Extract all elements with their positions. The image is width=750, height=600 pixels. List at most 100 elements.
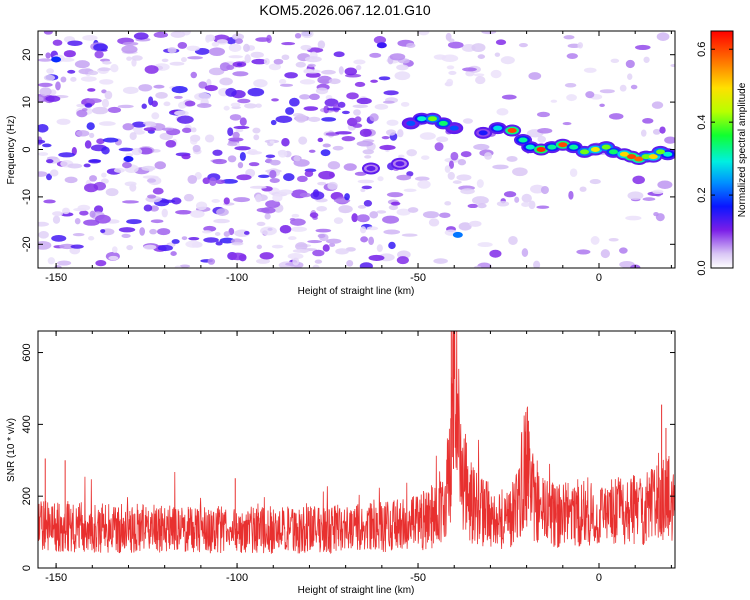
spectrogram-noise-cell	[308, 116, 321, 122]
spectrogram-noise-cell	[627, 73, 633, 81]
spectrogram-noise-cell	[154, 161, 166, 170]
spectrogram-noise-cell	[131, 148, 143, 156]
signal-track-point	[590, 147, 600, 152]
spectrogram-noise-cell	[363, 200, 373, 207]
spectrogram-noise-cell	[652, 128, 661, 135]
spectrogram-noise-cell	[57, 260, 72, 266]
spectrogram-noise-cell	[327, 181, 338, 190]
spectrogram-noise-cell	[122, 123, 134, 131]
spectrogram-noise-cell	[506, 155, 518, 162]
spectrogram-noise-cell	[211, 199, 221, 204]
spectrogram-noise-cell	[456, 174, 472, 181]
spectrogram-noise-cell	[223, 105, 230, 111]
spectrogram-noise-cell	[369, 52, 382, 58]
spectrogram-noise-cell	[346, 92, 359, 100]
spectrogram-noise-cell	[107, 106, 122, 114]
spectrogram-noise-cell	[101, 146, 110, 155]
spectrogram-noise-cell	[563, 35, 575, 40]
spectrogram-noise-cell	[354, 81, 366, 87]
spectrogram-noise-cell	[537, 135, 547, 143]
spectrogram-noise-cell	[436, 136, 449, 143]
spectrogram-noise-cell	[121, 233, 131, 239]
spectrogram-noise-cell	[303, 69, 321, 74]
spectrogram-noise-cell	[439, 212, 451, 218]
spectrogram-noise-cell	[141, 103, 147, 109]
colorbar-title: Normalized spectral amplitude	[737, 82, 748, 217]
spectrogram-noise-cell	[228, 43, 242, 53]
spectrogram-noise-blob	[123, 155, 134, 162]
spectrogram-noise-cell	[377, 176, 384, 182]
spectrogram-noise-blob	[452, 231, 463, 238]
spectrogram-noise-cell	[171, 86, 188, 94]
spectrogram-noise-cell	[328, 78, 341, 85]
spectrogram-noise-cell	[378, 76, 391, 81]
signal-track-point	[406, 120, 416, 126]
spectrogram-noise-cell	[87, 70, 99, 76]
spectrogram-noise-cell	[87, 88, 96, 92]
spectrogram-noise-cell	[231, 242, 244, 246]
spectrogram-noise-cell	[448, 160, 454, 169]
spectrogram-noise-cell	[295, 113, 307, 123]
spectrogram-noise-cell	[381, 136, 390, 140]
spectrogram-noise-cell	[315, 87, 329, 95]
spectrogram-noise-cell	[122, 200, 139, 204]
spectrogram-noise-cell	[299, 79, 316, 85]
spectrogram-noise-cell	[396, 64, 409, 71]
spectrogram-noise-cell	[290, 226, 308, 232]
spectrogram-noise-cell	[283, 173, 295, 182]
spectrogram-noise-cell	[94, 50, 104, 59]
spectrogram-noise-cell	[320, 149, 331, 157]
spectrogram-noise-cell	[634, 44, 651, 50]
spectrogram-noise-cell	[528, 72, 542, 80]
spectrogram-noise-cell	[62, 207, 70, 215]
spectrogram-noise-cell	[122, 41, 139, 46]
signal-track-point	[601, 144, 611, 150]
spectrogram-noise-cell	[150, 219, 164, 224]
spectrogram-noise-cell	[406, 149, 417, 157]
spectrogram-noise-cell	[101, 89, 107, 94]
spectrogram-noise-cell	[126, 56, 132, 61]
spectrogram-noise-cell	[56, 118, 71, 125]
colorbar-tick-label: 0.2	[696, 187, 708, 202]
spectrogram-noise-cell	[204, 134, 215, 143]
colorbar-gradient	[710, 30, 734, 269]
spectrogram-noise-cell	[153, 84, 165, 89]
spectrogram-noise-cell	[227, 155, 237, 163]
signal-track-point	[478, 130, 488, 136]
spectrogram-noise-cell	[117, 104, 134, 109]
spectrogram-noise-cell	[312, 264, 320, 268]
spectrogram-noise-cell	[608, 238, 619, 242]
spectrogram-noise-cell	[251, 58, 268, 65]
spectrogram-noise-cell	[585, 91, 595, 99]
spectrogram-noise-cell	[357, 179, 375, 184]
spectrogram-noise-cell	[495, 39, 507, 46]
spectrogram-noise-cell	[295, 61, 306, 68]
spectrogram-noise-cell	[202, 177, 211, 185]
spectrogram-noise-cell	[190, 210, 205, 218]
spectrogram-noise-cell	[169, 61, 185, 66]
spectrogram-noise-cell	[235, 128, 244, 133]
spectrogram-noise-cell	[307, 240, 323, 244]
spectrogram-noise-cell	[187, 56, 203, 60]
spectrogram-noise-cell	[656, 32, 670, 41]
spectrogram-noise-cell	[354, 116, 362, 123]
spectrogram-noise-cell	[39, 87, 52, 97]
spectrogram-noise-cell	[79, 210, 89, 216]
snr-x-tick-label: -50	[410, 572, 426, 584]
spectrogram-noise-cell	[83, 163, 91, 168]
spectrogram-noise-cell	[88, 159, 102, 163]
spectrogram-noise-cell	[144, 65, 159, 74]
spectrogram-noise-cell	[177, 41, 188, 49]
spectrogram-noise-cell	[204, 85, 218, 92]
spectrogram-noise-cell	[211, 41, 220, 47]
signal-track-point	[507, 128, 517, 134]
spectrogram-noise-cell	[383, 229, 401, 235]
spectrogram-noise-cell	[473, 143, 490, 151]
spectrogram-noise-cell	[476, 179, 484, 188]
spectrogram-noise-cell	[536, 111, 550, 118]
spectrogram-noise-cell	[326, 107, 341, 111]
spectrogram-noise-cell	[80, 76, 97, 82]
spectrogram-noise-cell	[357, 205, 367, 209]
spectrogram-noise-cell	[473, 265, 482, 268]
